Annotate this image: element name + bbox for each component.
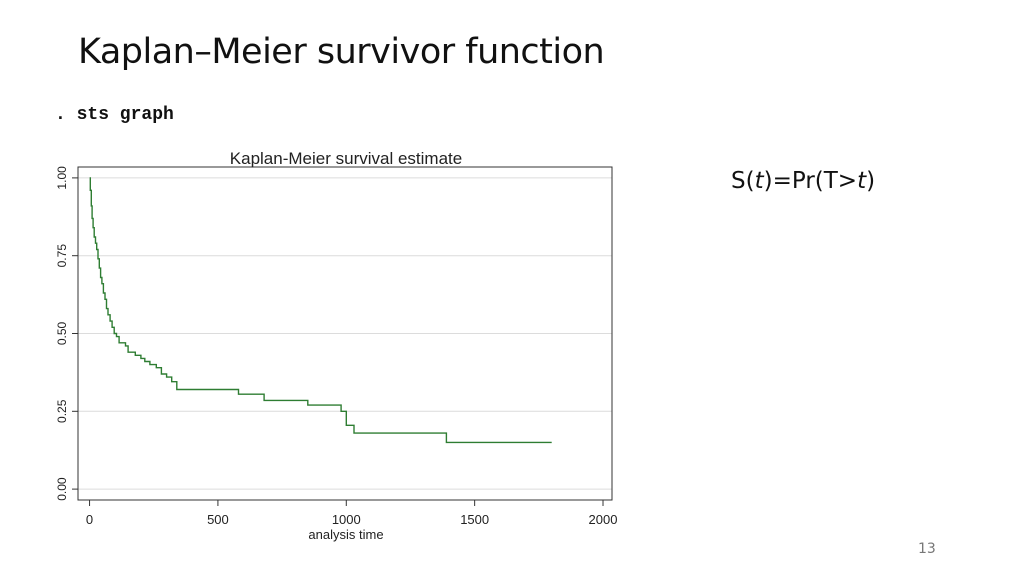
y-tick-label: 0.00 xyxy=(55,477,69,501)
y-tick-label: 0.25 xyxy=(55,399,69,423)
formula-end: ) xyxy=(866,168,876,194)
chart-title: Kaplan-Meier survival estimate xyxy=(230,149,462,168)
formula-t1: t xyxy=(754,168,764,194)
slide-title: Kaplan–Meier survivor function xyxy=(78,32,605,72)
stata-command: . sts graph xyxy=(55,105,174,125)
formula-mid: )=Pr(T> xyxy=(763,168,858,194)
page-number: 13 xyxy=(918,541,936,557)
y-tick-label: 0.50 xyxy=(55,321,69,345)
x-tick-label: 1000 xyxy=(332,512,361,527)
y-tick-label: 0.75 xyxy=(55,244,69,268)
x-axis-label: analysis time xyxy=(308,527,383,542)
y-axis: 0.00 0.25 0.50 0.75 1.00 xyxy=(55,166,78,501)
y-tick-label: 1.00 xyxy=(55,166,69,190)
formula-t2: t xyxy=(857,168,867,194)
x-tick-label: 2000 xyxy=(589,512,618,527)
x-tick-label: 1500 xyxy=(460,512,489,527)
x-tick-label: 500 xyxy=(207,512,229,527)
x-tick-label: 0 xyxy=(86,512,93,527)
survivor-formula: S(t)=Pr(T>t) xyxy=(731,168,875,194)
x-axis: 0 500 1000 1500 2000 xyxy=(86,500,618,527)
survival-curve xyxy=(89,177,552,444)
formula-s: S( xyxy=(731,168,755,194)
series-group xyxy=(89,177,552,444)
